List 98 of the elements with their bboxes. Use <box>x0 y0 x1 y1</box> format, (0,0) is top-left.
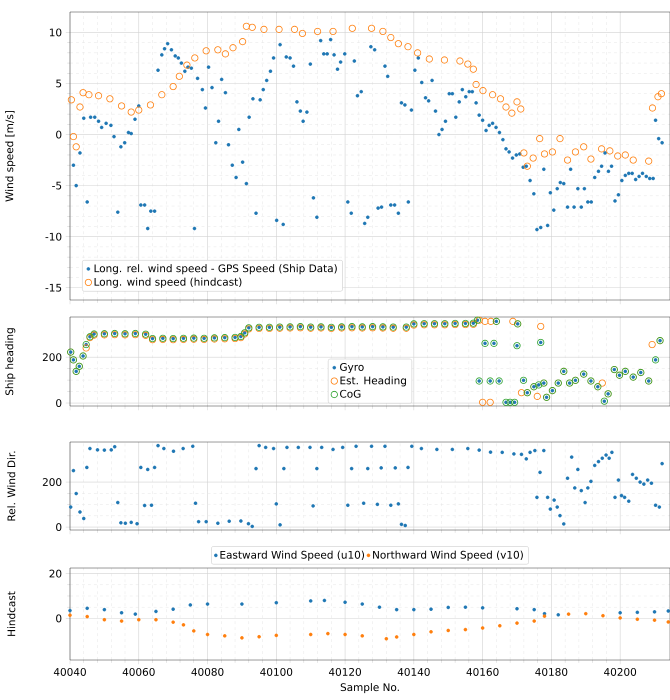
point <box>666 609 670 613</box>
point <box>326 632 330 636</box>
point <box>446 628 450 632</box>
y-tick-label: 0 <box>56 130 62 139</box>
point <box>136 618 141 622</box>
point <box>182 623 186 627</box>
point <box>360 634 364 638</box>
legend-label: Long. wind speed (hindcast) <box>94 278 242 288</box>
legend-label: Eastward Wind Speed (u10) <box>220 550 364 561</box>
point <box>532 619 536 623</box>
point <box>154 618 158 622</box>
point <box>652 618 656 622</box>
y-axis-title: Rel. Wind Dir. <box>7 452 16 521</box>
point <box>666 620 670 624</box>
point <box>188 603 192 607</box>
y-tick-label: 200 <box>42 353 62 362</box>
y-tick-label: 200 <box>42 478 62 486</box>
point <box>308 632 312 636</box>
y-tick-label: 5 <box>56 80 62 88</box>
point <box>274 600 278 604</box>
point <box>154 610 158 614</box>
point <box>240 636 244 640</box>
point <box>464 628 468 632</box>
point <box>394 608 398 612</box>
point <box>240 602 244 606</box>
y-tick-label: -15 <box>46 284 62 292</box>
point <box>222 634 227 638</box>
point <box>120 619 124 623</box>
legend-label: CoG <box>340 390 360 398</box>
point <box>171 620 175 624</box>
x-tick-label: 40040 <box>54 668 86 676</box>
legend-label: Gyro <box>340 362 364 373</box>
x-tick-label: 40060 <box>122 668 155 676</box>
x-tick-label: 40080 <box>191 668 224 676</box>
point <box>566 612 570 616</box>
point <box>274 634 278 638</box>
y-tick-label: 0 <box>56 614 62 622</box>
point <box>515 606 519 611</box>
y-axis-title: Ship heading <box>5 328 16 396</box>
x-tick-label: 40180 <box>535 668 568 676</box>
point <box>412 608 416 612</box>
x-axis-title: Sample No. <box>340 683 399 694</box>
y-axis-title: Hindcast <box>7 591 16 636</box>
point <box>102 618 106 622</box>
point <box>601 614 605 618</box>
x-tick-label: 40140 <box>398 668 430 676</box>
point <box>498 624 502 628</box>
point <box>308 599 312 603</box>
point <box>618 616 622 620</box>
point <box>532 608 536 612</box>
y-axis-title: Wind speed [m/s] <box>5 110 16 202</box>
point <box>360 602 364 606</box>
point <box>542 614 546 618</box>
point <box>429 630 433 634</box>
point <box>464 605 468 609</box>
point <box>652 610 656 614</box>
legend-label: Est. Heading <box>340 376 406 386</box>
y-tick-label: 10 <box>50 28 62 36</box>
point <box>85 606 89 610</box>
y-tick-label: 0 <box>56 399 62 407</box>
point <box>636 610 640 614</box>
point <box>322 598 326 602</box>
point <box>429 607 433 611</box>
point <box>192 629 196 633</box>
point <box>343 600 347 604</box>
point <box>446 606 450 610</box>
point <box>120 610 124 615</box>
x-tick-label: 40200 <box>604 668 636 676</box>
point <box>378 605 382 609</box>
point <box>85 614 89 618</box>
point <box>480 606 484 610</box>
y-tick-label: 20 <box>50 570 62 578</box>
point <box>636 617 640 622</box>
point <box>584 612 588 616</box>
legend-label: Northward Wind Speed (v10) <box>373 550 523 561</box>
y-tick-label: -10 <box>46 232 62 241</box>
point <box>206 602 210 606</box>
point <box>134 612 138 616</box>
y-tick-label: 0 <box>56 523 62 532</box>
point <box>257 634 261 639</box>
point <box>68 613 72 618</box>
legend-label: Long. rel. wind speed - GPS Speed (Ship Data) <box>94 264 337 274</box>
point <box>343 632 347 636</box>
point <box>412 632 416 636</box>
point <box>618 610 622 615</box>
point <box>68 608 72 612</box>
point <box>171 607 175 611</box>
point <box>480 626 484 630</box>
point <box>515 621 519 625</box>
x-tick-label: 40100 <box>260 668 292 676</box>
y-tick-label: -5 <box>52 182 62 190</box>
point <box>384 636 388 641</box>
x-tick-label: 40120 <box>328 668 361 676</box>
point <box>102 608 106 612</box>
point <box>394 635 398 639</box>
point <box>206 632 210 636</box>
x-tick-label: 40160 <box>466 668 499 676</box>
point <box>556 613 560 617</box>
